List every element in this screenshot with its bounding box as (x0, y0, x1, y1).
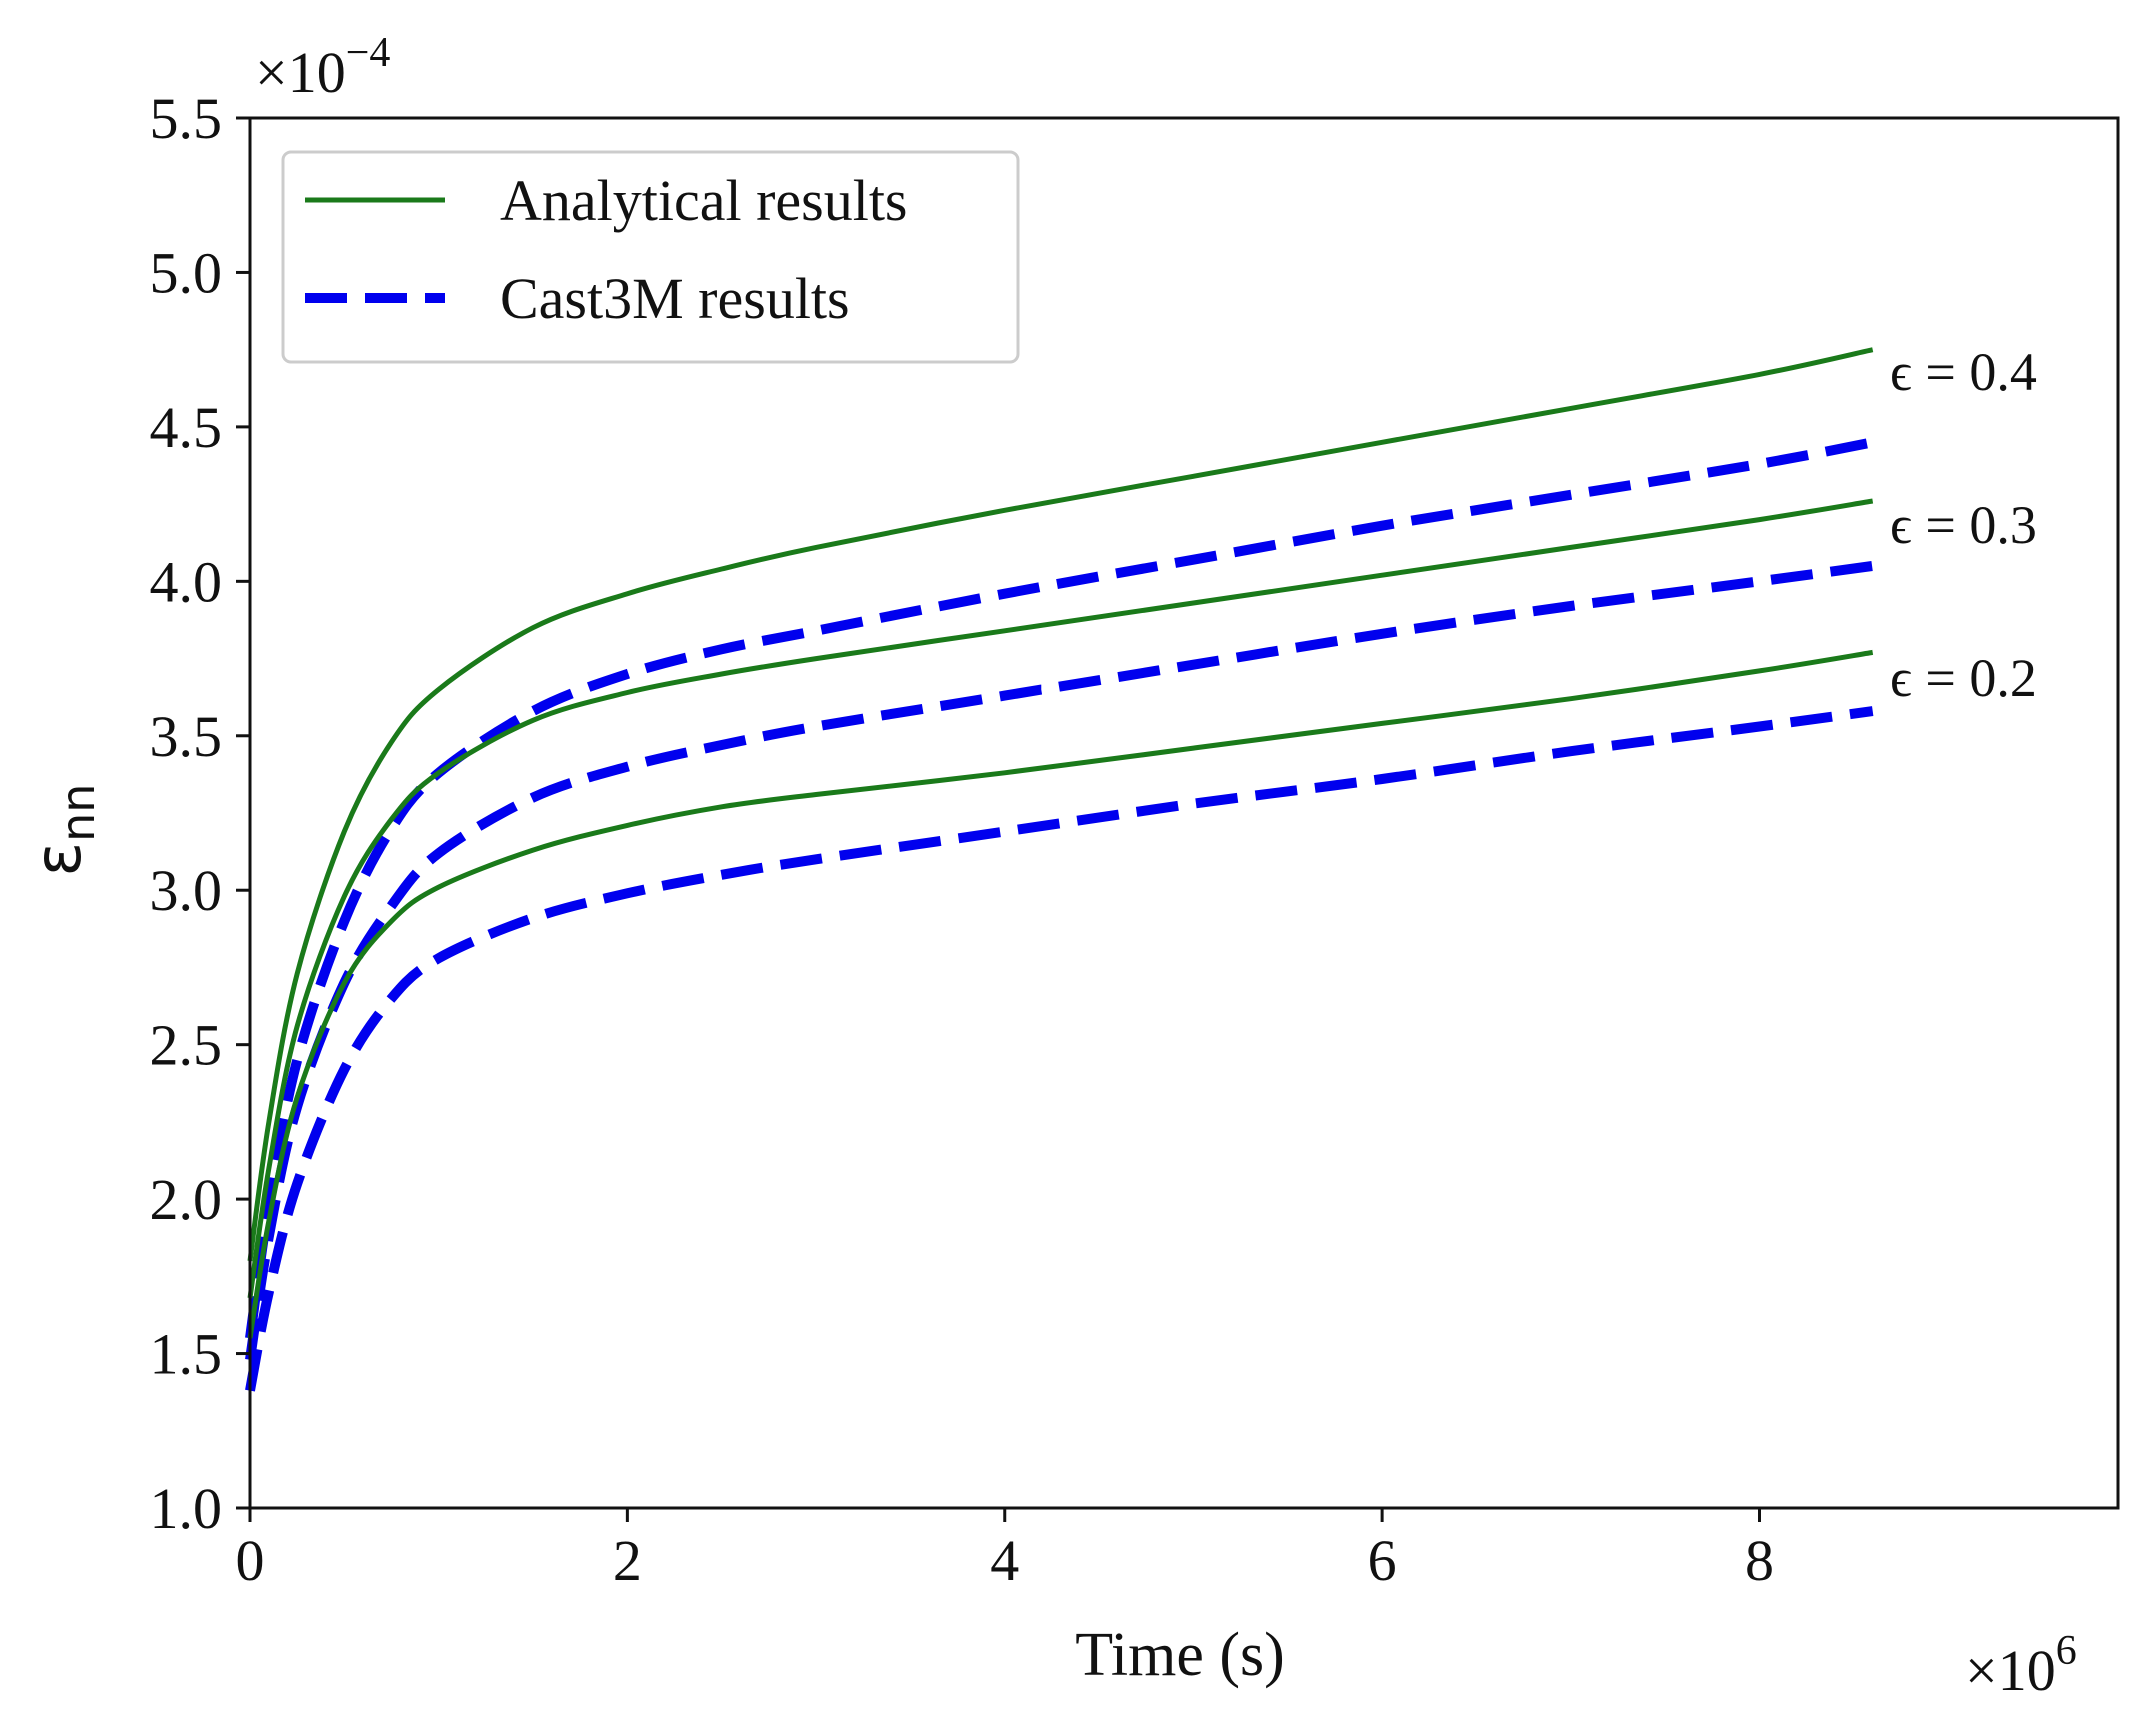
curves-layer (245, 347, 1874, 1392)
y-tick-label: 3.5 (150, 704, 223, 769)
x-multiplier-exponent: 6 (2056, 1628, 2077, 1674)
curve-label-eps-0-2: ϵ = 0.2 (1890, 648, 2037, 708)
x-multiplier-label: ×106 (1965, 1628, 2077, 1703)
y-tick-label: 2.0 (150, 1167, 223, 1232)
x-tick-label: 8 (1745, 1528, 1774, 1593)
legend-box (281, 150, 1020, 364)
y-tick-label: 5.0 (150, 240, 223, 305)
legend: Analytical results Cast3M results (281, 150, 1020, 364)
y-axis-title: εnn (22, 784, 105, 877)
y-tick-label: 4.0 (150, 549, 223, 614)
x-tick-label: 0 (236, 1528, 265, 1593)
series-line-4 (247, 649, 1874, 1339)
y-tick-label: 4.5 (150, 395, 223, 460)
curve-label-eps-0-3: ϵ = 0.3 (1890, 495, 2037, 555)
y-multiplier-exponent: −4 (346, 30, 391, 76)
ticks: 0 2 4 6 8 1.0 1.5 2.0 2.5 3.0 3.5 4.0 4.5 5.0 5.5 (150, 86, 1774, 1593)
series-line-0 (247, 347, 1874, 1262)
y-tick-label: 1.0 (150, 1476, 223, 1541)
x-tick-label: 2 (613, 1528, 642, 1593)
y-axis-title-subscript: nn (51, 784, 105, 842)
legend-label-cast3m: Cast3M results (500, 266, 850, 331)
series-line-3 (245, 560, 1874, 1361)
y-multiplier-label: ×10−4 (255, 30, 390, 105)
y-tick-label: 5.5 (150, 86, 223, 151)
plot-frame (248, 116, 2120, 1510)
legend-label-analytical: Analytical results (500, 168, 908, 233)
x-axis-title: Time (s) (1075, 1621, 1285, 1689)
axes (248, 116, 2120, 1510)
series-line-1 (245, 437, 1874, 1339)
y-tick-label: 2.5 (150, 1013, 223, 1078)
x-tick-label: 6 (1368, 1528, 1397, 1593)
y-tick-label: 3.0 (150, 858, 223, 923)
y-tick-label: 1.5 (150, 1322, 223, 1387)
series-line-2 (247, 498, 1874, 1299)
x-tick-label: 4 (990, 1528, 1019, 1593)
series-line-5 (245, 706, 1874, 1392)
curve-label-eps-0-4: ϵ = 0.4 (1890, 342, 2037, 402)
